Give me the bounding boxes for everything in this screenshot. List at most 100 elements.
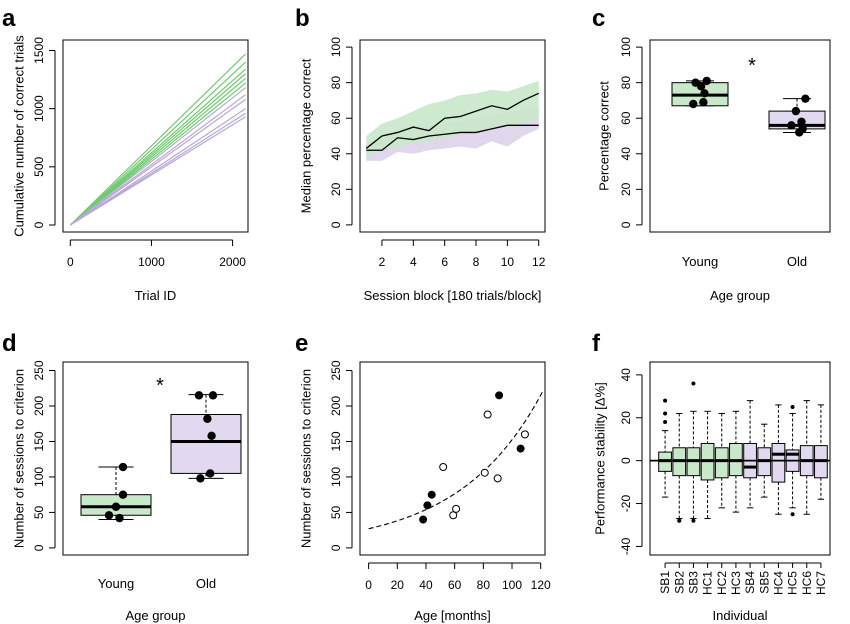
- y-tick-label: 50: [32, 505, 46, 519]
- open-point: [493, 474, 502, 483]
- y-tick-label: 100: [329, 37, 343, 57]
- outlier-point: [677, 518, 682, 523]
- x-tick-label: 8: [473, 255, 480, 269]
- y-tick-label: -40: [619, 537, 633, 555]
- y-tick-label: 150: [329, 431, 343, 451]
- median-line-young: [365, 92, 539, 149]
- x-tick-label: 2: [379, 255, 386, 269]
- panel-c-plot-frame: [649, 39, 831, 233]
- panel-label: d: [2, 330, 17, 357]
- box-iqr: [771, 442, 786, 483]
- data-point: [791, 106, 801, 116]
- x-tick-label: 100: [502, 578, 522, 592]
- y-tick-label: -20: [619, 495, 633, 513]
- x-axis-title: Session block [180 trials/block]: [364, 288, 542, 303]
- open-point: [439, 463, 448, 472]
- x-tick-label: 40: [419, 578, 433, 592]
- x-category-label: SB5: [757, 571, 771, 594]
- x-category-label: Old: [196, 576, 216, 591]
- box-sb2: [672, 412, 687, 523]
- box-hc6: [799, 400, 814, 515]
- outlier-point: [663, 420, 668, 425]
- box-sb4: [743, 400, 757, 509]
- y-tick-label: 60: [329, 111, 343, 125]
- box-hc1: [700, 410, 715, 520]
- panel-label: c: [592, 5, 605, 32]
- panel-d-boxplot: d * 0 50 100 150 200 250 Number of sessions to c…: [2, 330, 249, 623]
- median-line-old: [366, 124, 539, 151]
- filled-point: [427, 490, 436, 499]
- x-axis-title: Age [months]: [414, 608, 491, 623]
- cumulative-line-old: [69, 116, 246, 226]
- panel-d-plot-frame: [62, 361, 249, 556]
- y-tick-label: 0: [32, 221, 46, 228]
- panel-f-plot-frame: [649, 361, 831, 556]
- x-category-label: HC4: [771, 571, 785, 595]
- x-axis-title: Age group: [710, 288, 770, 303]
- x-category-label: HC5: [786, 571, 800, 595]
- x-category-label: HC2: [715, 571, 729, 595]
- x-axis-title: Individual: [713, 608, 768, 623]
- panel-b-median-chart: b 0 20 40 60 80 100 Median percentage correct 2 4…: [295, 5, 546, 303]
- y-tick-label: 200: [329, 396, 343, 416]
- x-tick-label: 80: [477, 578, 491, 592]
- x-category-label: SB4: [743, 571, 757, 594]
- data-point: [795, 128, 804, 137]
- y-tick-label: 0: [329, 221, 343, 228]
- panel-f-boxplot: f -40 -20 0 20 40 Performance stability [Δ%] SB…: [592, 330, 831, 623]
- panel-b-plot-frame: [359, 39, 546, 233]
- x-axis-title: Age group: [126, 608, 186, 623]
- outlier-point: [790, 405, 795, 410]
- y-tick-label: 150: [32, 431, 46, 451]
- panel-a-cumulative-chart: a 0 500 1000 1500 Cumulative number of correc…: [2, 5, 249, 303]
- box-hc5: [785, 405, 800, 517]
- open-point: [483, 410, 492, 419]
- data-point: [104, 511, 114, 520]
- x-category-label: Young: [98, 576, 134, 591]
- y-tick-label: 200: [32, 396, 46, 416]
- cumulative-line-young: [69, 53, 246, 226]
- x-category-label: Old: [787, 254, 807, 269]
- y-tick-label: 50: [329, 505, 343, 519]
- y-tick-label: 40: [619, 368, 633, 382]
- data-point: [118, 490, 128, 499]
- cumulative-line-young: [69, 77, 246, 226]
- box-hc4: [771, 404, 786, 515]
- cumulative-line-young: [69, 61, 246, 226]
- panel-c-boxplot: c * 0 20 40 60 80 100 Percentage correct Young Old…: [592, 5, 831, 303]
- outlier-point: [691, 381, 696, 386]
- cumulative-line-old: [69, 94, 246, 226]
- filled-point: [423, 501, 432, 510]
- x-category-label: SB3: [686, 571, 700, 594]
- x-tick-label: 0: [365, 578, 372, 592]
- y-tick-label: 20: [619, 182, 633, 196]
- x-category-label: SB1: [658, 571, 672, 594]
- data-point: [700, 89, 709, 98]
- open-point: [520, 430, 529, 439]
- y-tick-label: 250: [32, 360, 46, 380]
- y-axis-title: Percentage correct: [597, 81, 612, 191]
- y-tick-label: 20: [619, 411, 633, 425]
- y-tick-label: 40: [329, 147, 343, 161]
- y-tick-label: 0: [619, 457, 633, 464]
- y-tick-label: 80: [619, 76, 633, 90]
- y-tick-label: 1000: [32, 95, 46, 122]
- box-hc7: [814, 404, 828, 500]
- x-tick-label: 2000: [219, 255, 246, 269]
- cumulative-line-old: [69, 98, 246, 226]
- x-tick-label: 60: [448, 578, 462, 592]
- box-sb3: [686, 381, 701, 523]
- data-point: [206, 469, 215, 478]
- filled-point: [419, 515, 428, 524]
- x-tick-label: 6: [441, 255, 448, 269]
- significance-marker: *: [748, 55, 756, 77]
- data-point: [689, 99, 698, 109]
- open-point: [452, 504, 461, 513]
- x-tick-label: 10: [501, 255, 515, 269]
- filled-point: [516, 444, 525, 453]
- data-point: [118, 462, 128, 472]
- y-axis-title: Performance stability [Δ%]: [593, 382, 608, 534]
- significance-marker: *: [156, 375, 164, 397]
